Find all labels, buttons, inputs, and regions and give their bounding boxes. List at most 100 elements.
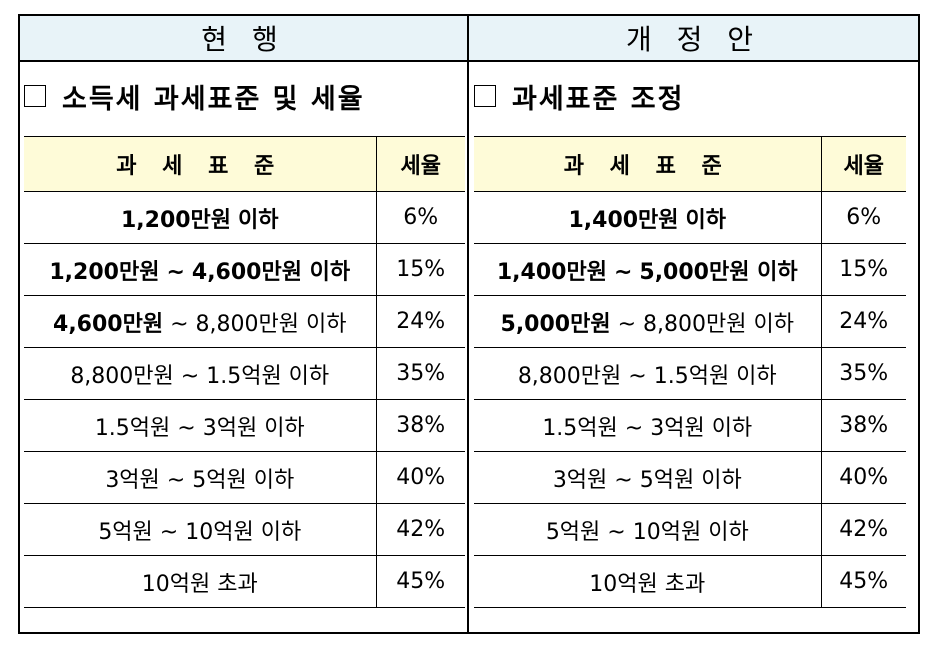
tax-rate-cell: 24% — [376, 295, 465, 348]
proposed-section-title-text: 과세표준 조정 — [512, 83, 685, 115]
table-row: 3억원 ~ 5억원 이하 40% — [474, 451, 906, 504]
checkbox-square-icon — [24, 85, 46, 107]
table-row: 3억원 ~ 5억원 이하 40% — [24, 451, 465, 504]
tax-rate-cell: 35% — [376, 347, 465, 400]
bracket-separator: ~ — [159, 519, 179, 545]
col-header-tax-base: 과 세 표 준 — [24, 136, 377, 192]
tax-rate-cell: 15% — [376, 243, 465, 296]
tax-base-cell: 5억원 ~ 10억원 이하 — [474, 503, 822, 556]
bracket-from: 4,600만원 — [53, 311, 164, 337]
tax-rate-cell: 45% — [376, 555, 465, 608]
col-header-rate: 세율 — [376, 136, 465, 192]
tax-base-cell: 1,400만원 이하 — [474, 191, 822, 244]
bracket-from: 10억원 — [141, 571, 211, 597]
bracket-from: 5억원 — [98, 519, 153, 545]
tax-rate-cell: 38% — [821, 399, 906, 452]
bracket-from: 1.5억원 — [94, 415, 171, 441]
bracket-to: 5,000만원 이하 — [639, 259, 798, 285]
tax-rate-cell: 6% — [821, 191, 906, 244]
bracket-from: 1,400만원 — [568, 207, 679, 233]
bracket-to: 8,800만원 이하 — [195, 311, 347, 337]
checkbox-square-icon — [474, 85, 496, 107]
table-row: 1.5억원 ~ 3억원 이하 38% — [474, 399, 906, 452]
current-section-title: 소득세 과세표준 및 세율 — [24, 74, 365, 118]
table-row: 1,200만원 ~ 4,600만원 이하 15% — [24, 243, 465, 296]
proposed-section-title: 과세표준 조정 — [474, 74, 684, 118]
tax-base-cell: 8,800만원 ~ 1.5억원 이하 — [474, 347, 822, 400]
table-row: 4,600만원 ~ 8,800만원 이하 24% — [24, 295, 465, 348]
table-row: 8,800만원 ~ 1.5억원 이하 35% — [474, 347, 906, 400]
table-row: 5,000만원 ~ 8,800만원 이하 24% — [474, 295, 906, 348]
bracket-separator: ~ — [177, 415, 196, 441]
tax-base-cell: 10억원 초과 — [474, 555, 822, 608]
bracket-to: 10억원 이하 — [632, 519, 749, 545]
bracket-to: 5억원 이하 — [192, 467, 295, 493]
tax-rate-cell: 42% — [376, 503, 465, 556]
bracket-from: 5,000만원 — [500, 311, 611, 337]
current-section-title-text: 소득세 과세표준 및 세율 — [62, 83, 365, 115]
tax-rate-cell: 42% — [821, 503, 906, 556]
tax-base-cell: 1,200만원 ~ 4,600만원 이하 — [24, 243, 377, 296]
proposed-header: 개 정 안 — [469, 16, 918, 62]
table-row: 5억원 ~ 10억원 이하 42% — [474, 503, 906, 556]
bracket-separator: ~ — [166, 467, 186, 493]
table-row: 1,400만원 이하 6% — [474, 191, 906, 244]
current-tax-table: 과 세 표 준 세율 1,200만원 이하 6% 1,200만원 ~ 4,600만… — [24, 136, 465, 608]
table-row: 10억원 초과 45% — [24, 555, 465, 608]
bracket-separator: ~ — [614, 467, 633, 493]
bracket-separator: ~ — [170, 311, 189, 337]
tax-base-cell: 1.5억원 ~ 3억원 이하 — [24, 399, 377, 452]
bracket-to: 이하 — [685, 207, 727, 233]
bracket-to: 초과 — [217, 571, 258, 597]
bracket-to: 이하 — [238, 207, 279, 233]
table-row: 5억원 ~ 10억원 이하 42% — [24, 503, 465, 556]
tax-rate-cell: 15% — [821, 243, 906, 296]
tax-base-cell: 1,200만원 이하 — [24, 191, 377, 244]
bracket-from: 10억원 — [589, 571, 658, 597]
tax-rate-cell: 24% — [821, 295, 906, 348]
bracket-to: 3억원 이하 — [202, 415, 305, 441]
bracket-separator: ~ — [624, 415, 644, 441]
col-header-tax-base: 과 세 표 준 — [474, 136, 822, 192]
tax-rate-cell: 38% — [376, 399, 465, 452]
table-row: 1,200만원 이하 6% — [24, 191, 465, 244]
tax-rate-cell: 35% — [821, 347, 906, 400]
tax-base-cell: 3억원 ~ 5억원 이하 — [474, 451, 822, 504]
comparison-frame — [18, 14, 920, 634]
tax-base-cell: 1.5억원 ~ 3억원 이하 — [474, 399, 822, 452]
table-row: 1.5억원 ~ 3억원 이하 38% — [24, 399, 465, 452]
current-header: 현 행 — [20, 16, 467, 62]
table-row: 8,800만원 ~ 1.5억원 이하 35% — [24, 347, 465, 400]
bracket-from: 1,200만원 — [49, 259, 160, 285]
bracket-to: 10억원 이하 — [185, 519, 302, 545]
bracket-to: 5억원 이하 — [639, 467, 742, 493]
bracket-separator: ~ — [180, 363, 200, 389]
bracket-from: 1,400만원 — [496, 259, 607, 285]
bracket-separator: ~ — [628, 363, 647, 389]
tax-base-cell: 8,800만원 ~ 1.5억원 이하 — [24, 347, 377, 400]
column-divider — [467, 14, 469, 634]
tax-base-cell: 4,600만원 ~ 8,800만원 이하 — [24, 295, 377, 348]
bracket-to: 8,800만원 이하 — [643, 311, 794, 337]
tax-base-cell: 5,000만원 ~ 8,800만원 이하 — [474, 295, 822, 348]
tax-rate-cell: 40% — [376, 451, 465, 504]
bracket-to: 초과 — [664, 571, 706, 597]
col-header-rate: 세율 — [821, 136, 906, 192]
table-row: 1,400만원 ~ 5,000만원 이하 15% — [474, 243, 906, 296]
tax-base-cell: 5억원 ~ 10억원 이하 — [24, 503, 377, 556]
proposed-tax-table: 과 세 표 준 세율 1,400만원 이하 6% 1,400만원 ~ 5,000만… — [474, 136, 906, 608]
bracket-from: 8,800만원 — [517, 363, 622, 389]
tax-rate-cell: 45% — [821, 555, 906, 608]
bracket-from: 3억원 — [105, 467, 160, 493]
bracket-separator: ~ — [617, 311, 637, 337]
tax-base-cell: 3억원 ~ 5억원 이하 — [24, 451, 377, 504]
table-row: 10억원 초과 45% — [474, 555, 906, 608]
bracket-from: 1.5억원 — [542, 415, 618, 441]
tax-rate-cell: 40% — [821, 451, 906, 504]
bracket-separator: ~ — [613, 259, 633, 285]
bracket-to: 4,600만원 이하 — [191, 259, 351, 285]
tax-base-cell: 1,400만원 ~ 5,000만원 이하 — [474, 243, 822, 296]
bracket-to: 1.5억원 이하 — [206, 363, 330, 389]
table-header-row: 과 세 표 준 세율 — [24, 136, 465, 192]
bracket-to: 1.5억원 이하 — [653, 363, 777, 389]
